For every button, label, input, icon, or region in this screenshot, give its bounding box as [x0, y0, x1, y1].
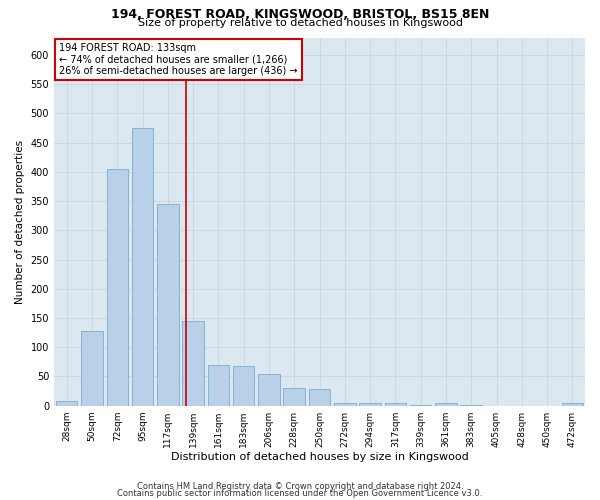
Text: Size of property relative to detached houses in Kingswood: Size of property relative to detached ho… — [137, 18, 463, 28]
Y-axis label: Number of detached properties: Number of detached properties — [15, 140, 25, 304]
X-axis label: Distribution of detached houses by size in Kingswood: Distribution of detached houses by size … — [170, 452, 469, 462]
Bar — [562, 403, 583, 406]
Bar — [410, 405, 431, 406]
Bar — [132, 128, 153, 406]
Bar — [157, 204, 179, 406]
Text: 194, FOREST ROAD, KINGSWOOD, BRISTOL, BS15 8EN: 194, FOREST ROAD, KINGSWOOD, BRISTOL, BS… — [111, 8, 489, 20]
Bar — [385, 403, 406, 406]
Bar — [107, 169, 128, 406]
Bar — [258, 374, 280, 406]
Bar — [208, 365, 229, 406]
Bar — [460, 405, 482, 406]
Bar — [309, 390, 330, 406]
Bar — [56, 401, 77, 406]
Bar — [182, 321, 204, 406]
Text: Contains HM Land Registry data © Crown copyright and database right 2024.: Contains HM Land Registry data © Crown c… — [137, 482, 463, 491]
Text: Contains public sector information licensed under the Open Government Licence v3: Contains public sector information licen… — [118, 490, 482, 498]
Bar — [435, 403, 457, 406]
Bar — [283, 388, 305, 406]
Bar — [359, 403, 381, 406]
Bar — [334, 403, 356, 406]
Bar — [233, 366, 254, 406]
Bar — [81, 331, 103, 406]
Text: 194 FOREST ROAD: 133sqm
← 74% of detached houses are smaller (1,266)
26% of semi: 194 FOREST ROAD: 133sqm ← 74% of detache… — [59, 43, 298, 76]
